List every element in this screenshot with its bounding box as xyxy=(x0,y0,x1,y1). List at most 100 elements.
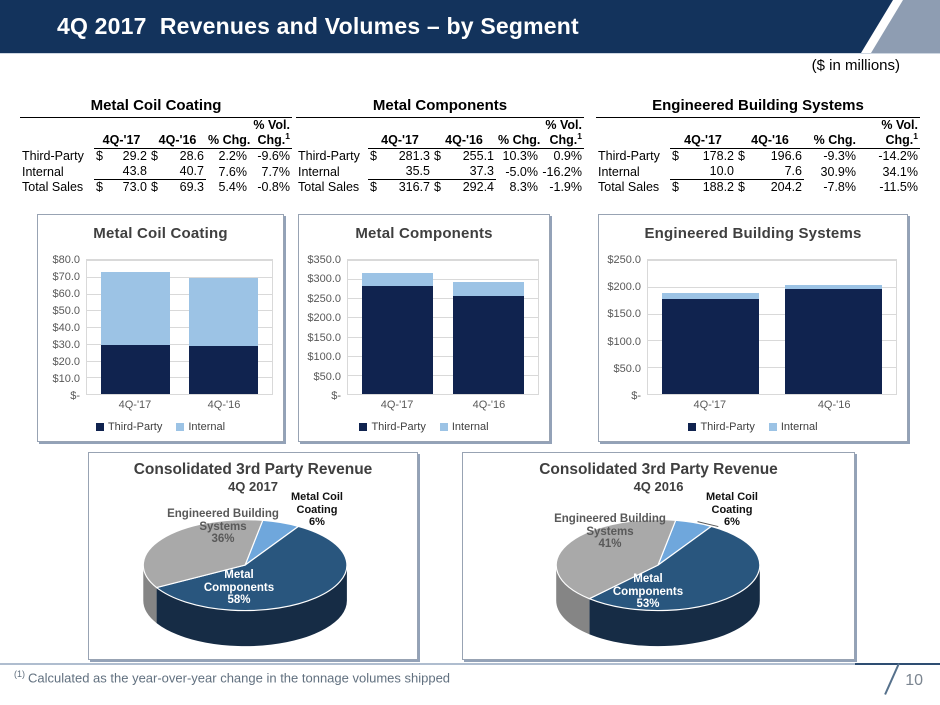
pie-leader-line xyxy=(697,521,719,528)
pie-label-metal-components: Metal Components 53% xyxy=(612,573,684,610)
legend-item: Third-Party xyxy=(95,421,162,433)
row-label: Total Sales xyxy=(598,180,660,194)
table-header-row: % Vol. xyxy=(20,118,292,134)
table-cell: -16.2% xyxy=(542,164,582,179)
row-label: Total Sales xyxy=(298,180,360,194)
page-number: 10 xyxy=(905,672,923,689)
pie-plot-area: Metal Coil Coating 6% Engineered Building S… xyxy=(89,489,417,659)
table-cell: $196.6 xyxy=(738,149,802,163)
bar-segment-third-party xyxy=(362,286,434,394)
x-category-label: 4Q-'16 xyxy=(472,399,506,411)
stacked-bar xyxy=(785,260,882,394)
bar-segment-internal xyxy=(785,284,882,289)
y-axis: $350.0 $300.0 $250.0 $200.0 $150.0 $100.0 $50.… xyxy=(305,254,347,402)
chart-legend: Third-Party Internal xyxy=(599,421,907,433)
plot-area xyxy=(347,259,539,395)
table-header-row: % Vol. xyxy=(596,118,920,134)
pie-title: Consolidated 3rd Party Revenue xyxy=(133,461,373,478)
table-row: Total Sales $73.0 $69.3 5.4% -0.8% xyxy=(20,180,292,196)
legend-item: Third-Party xyxy=(359,421,426,433)
bar-segment-internal xyxy=(101,271,171,346)
col-header-vol: % Vol. xyxy=(545,118,582,132)
gridline xyxy=(87,343,272,345)
y-tick-label: $50.0 xyxy=(313,370,341,383)
y-tick-label: $50.0 xyxy=(52,305,80,317)
table-cell: $255.1 xyxy=(434,149,494,163)
pie-slice-ebs xyxy=(555,519,677,600)
gridline xyxy=(348,279,538,281)
y-axis: $250.0 $200.0 $150.0 $100.0 $50.0 $- xyxy=(605,254,647,402)
table-cell: $178.2 xyxy=(672,149,734,163)
col-header: Chg.1 xyxy=(858,132,920,149)
stacked-bar xyxy=(452,260,524,394)
table-cell: 43.8 xyxy=(94,164,149,180)
bar-chart-metal-components: Metal Components $350.0 $300.0 $250.0 $200.… xyxy=(298,214,550,442)
chart-title: Metal Components xyxy=(355,225,493,242)
y-tick-label: $200.0 xyxy=(307,312,341,325)
table-cell: -9.6% xyxy=(257,149,290,163)
pie-chart-revenue-4q2016: Consolidated 3rd Party Revenue 4Q 2016 M… xyxy=(462,452,855,660)
legend-swatch xyxy=(688,423,697,431)
table-row: Third-Party $178.2 $196.6 -9.3% -14.2% xyxy=(596,149,920,165)
y-tick-label: $250.0 xyxy=(607,254,641,266)
table-cell: 0.9% xyxy=(553,149,583,163)
header-divider xyxy=(0,53,940,54)
pie-slice-mc xyxy=(155,525,348,612)
table-cell: -11.5% xyxy=(879,180,918,194)
gridline xyxy=(87,293,272,295)
gridline xyxy=(348,374,538,376)
pie-label-metal-components: Metal Components 58% xyxy=(203,569,275,606)
table-metal-coil-coating: Metal Coil Coating % Vol. 4Q-'17 4Q-'16% C… xyxy=(20,97,292,195)
pie-slice-ebs xyxy=(142,519,264,589)
stacked-bar xyxy=(188,260,258,394)
table-cell: 35.5 xyxy=(368,164,432,180)
bar-segment-third-party xyxy=(785,288,882,394)
row-label: Third-Party xyxy=(298,149,360,163)
table-cell: $28.6 xyxy=(151,149,204,163)
y-tick-label: $30.0 xyxy=(52,339,80,351)
chart-title: Engineered Building Systems xyxy=(644,225,862,242)
y-tick-label: $100.0 xyxy=(307,351,341,364)
table-cell: $204.2 xyxy=(738,180,802,194)
table-cell: $316.7 xyxy=(370,180,430,194)
units-note: ($ in millions) xyxy=(811,57,900,74)
row-label: Total Sales xyxy=(22,180,84,194)
gridline xyxy=(87,377,272,379)
table-title: Engineered Building Systems xyxy=(652,97,864,114)
table-engineered-building-systems: Engineered Building Systems % Vol. 4Q-'17… xyxy=(596,97,920,195)
table-metal-components: Metal Components % Vol. 4Q-'17 4Q-'16% Chg… xyxy=(296,97,584,195)
table-title: Metal Coil Coating xyxy=(90,97,222,114)
col-header: Chg.1 xyxy=(249,132,292,149)
footer-divider xyxy=(0,663,940,665)
bar-segment-internal xyxy=(188,277,258,347)
table-header-row: % Vol. xyxy=(296,118,584,134)
gridline xyxy=(648,286,896,288)
stacked-bar xyxy=(101,260,171,394)
table-cell: 30.9% xyxy=(820,164,856,179)
bar-segment-third-party xyxy=(188,346,258,394)
y-tick-label: $80.0 xyxy=(52,254,80,266)
legend-item: Internal xyxy=(176,421,225,433)
table-cell: $29.2 xyxy=(96,149,147,163)
col-header-vol: % Vol. xyxy=(881,118,918,132)
legend-swatch xyxy=(359,423,368,431)
gridline xyxy=(87,310,272,312)
col-header: % Chg. xyxy=(496,133,541,149)
gridline xyxy=(87,260,272,261)
table-cell: $69.3 xyxy=(151,180,204,194)
table-title: Metal Components xyxy=(372,97,508,114)
table-cell: -0.8% xyxy=(257,180,290,194)
table-cell: -5.0% xyxy=(505,164,538,179)
row-label: Third-Party xyxy=(598,149,660,163)
chart-title: Metal Coil Coating xyxy=(93,225,228,242)
footnote-text: Calculated as the year-over-year change … xyxy=(28,670,451,686)
table-cell: -14.2% xyxy=(878,149,918,163)
col-header: 4Q-'17 xyxy=(94,133,149,149)
y-tick-label: $100.0 xyxy=(607,335,641,348)
col-header: Chg.1 xyxy=(540,132,584,149)
x-axis-labels: 4Q-'17 4Q-'16 xyxy=(86,395,273,411)
table-row: Internal 43.8 40.7 7.6% 7.7% xyxy=(20,164,292,180)
row-label: Third-Party xyxy=(22,149,84,163)
pie-plot-area: Metal Coil Coating 6% Engineered Building S… xyxy=(463,489,854,659)
